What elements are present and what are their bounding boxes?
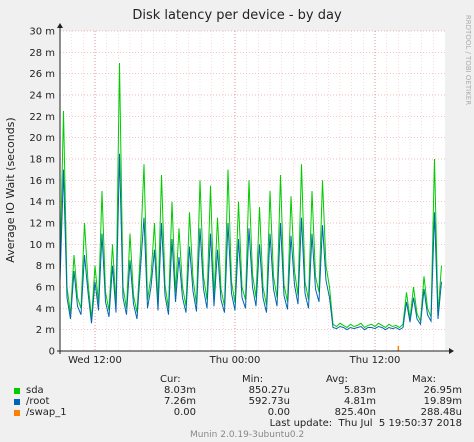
y-tick-label: 12 m [29, 219, 55, 230]
y-axis-label: Average IO Wait (seconds) [4, 117, 17, 262]
y-tick-label: 0 [49, 347, 55, 358]
y-tick-label: 2 m [36, 325, 55, 336]
y-tick-label: 22 m [29, 112, 55, 123]
y-tick-label: 8 m [36, 261, 55, 272]
legend-header-row: Cur: Min: Avg: Max: [0, 374, 474, 386]
y-tick-label: 4 m [36, 304, 55, 315]
y-tick-label: 14 m [29, 197, 55, 208]
legend-avg-sda: 5.83m [343, 385, 376, 396]
legend-avg-swap: 825.40n [334, 407, 376, 418]
legend-header-max: Max: [412, 374, 437, 385]
y-tick-label: 18 m [29, 155, 55, 166]
legend: Cur: Min: Avg: Max: sda 8.03m 850.27u 5.… [0, 374, 474, 441]
legend-max-sda: 26.95m [423, 385, 462, 396]
legend-swatch-swap [14, 410, 20, 416]
y-tick-label: 10 m [29, 240, 55, 251]
series-line-sda [59, 62, 442, 329]
legend-label-swap: /swap_1 [26, 407, 67, 418]
legend-min-swap: 0.00 [267, 407, 290, 418]
legend-header-avg: Avg: [326, 374, 348, 385]
legend-header-min: Min: [242, 374, 264, 385]
legend-header-cur: Cur: [160, 374, 181, 385]
y-tick-label: 26 m [29, 69, 55, 80]
legend-cur-sda: 8.03m [163, 385, 196, 396]
legend-row-root: /root 7.26m 592.73u 4.81m 19.89m [0, 396, 474, 408]
munin-version: Munin 2.0.19-3ubuntu0.2 [190, 430, 305, 440]
y-tick-label: 6 m [36, 283, 55, 294]
legend-min-root: 592.73u [248, 396, 290, 407]
y-tick-label: 20 m [29, 133, 55, 144]
legend-row-sda: sda 8.03m 850.27u 5.83m 26.95m [0, 385, 474, 397]
legend-swatch-sda [14, 388, 20, 394]
y-tick-label: 24 m [29, 91, 55, 102]
y-axis-arrow [57, 23, 63, 28]
legend-row-swap: /swap_1 0.00 0.00 825.40n 288.48u [0, 407, 474, 419]
chart-svg: Disk latency per device - by day Average… [4, 8, 472, 366]
legend-cur-swap: 0.00 [173, 407, 196, 418]
legend-footer-row: Munin 2.0.19-3ubuntu0.2 [0, 430, 474, 442]
last-update: Last update: Thu Jul 5 19:50:37 2018 [269, 418, 462, 429]
legend-label-root: /root [26, 396, 50, 407]
legend-cur-root: 7.26m [163, 396, 196, 407]
x-tick-label: Thu 00:00 [209, 355, 261, 366]
x-tick-label: Thu 12:00 [349, 355, 401, 366]
legend-max-swap: 288.48u [420, 407, 462, 418]
legend-label-sda: sda [26, 385, 44, 396]
y-tick-label: 28 m [29, 48, 55, 59]
rrdtool-credit: RRDTOOL / TOBI OETIKER [464, 15, 472, 105]
x-axis-arrow [449, 348, 454, 354]
plot-area [60, 31, 445, 351]
chart-title: Disk latency per device - by day [132, 8, 342, 23]
legend-last-update-row: Last update: Thu Jul 5 19:50:37 2018 [0, 418, 474, 430]
x-tick-label: Wed 12:00 [68, 355, 122, 366]
legend-min-sda: 850.27u [248, 385, 290, 396]
series-line-root [59, 153, 442, 331]
legend-swatch-root [14, 399, 20, 405]
y-tick-label: 16 m [29, 176, 55, 187]
legend-avg-root: 4.81m [343, 396, 376, 407]
y-tick-label: 30 m [29, 27, 55, 38]
legend-max-root: 19.89m [423, 396, 462, 407]
